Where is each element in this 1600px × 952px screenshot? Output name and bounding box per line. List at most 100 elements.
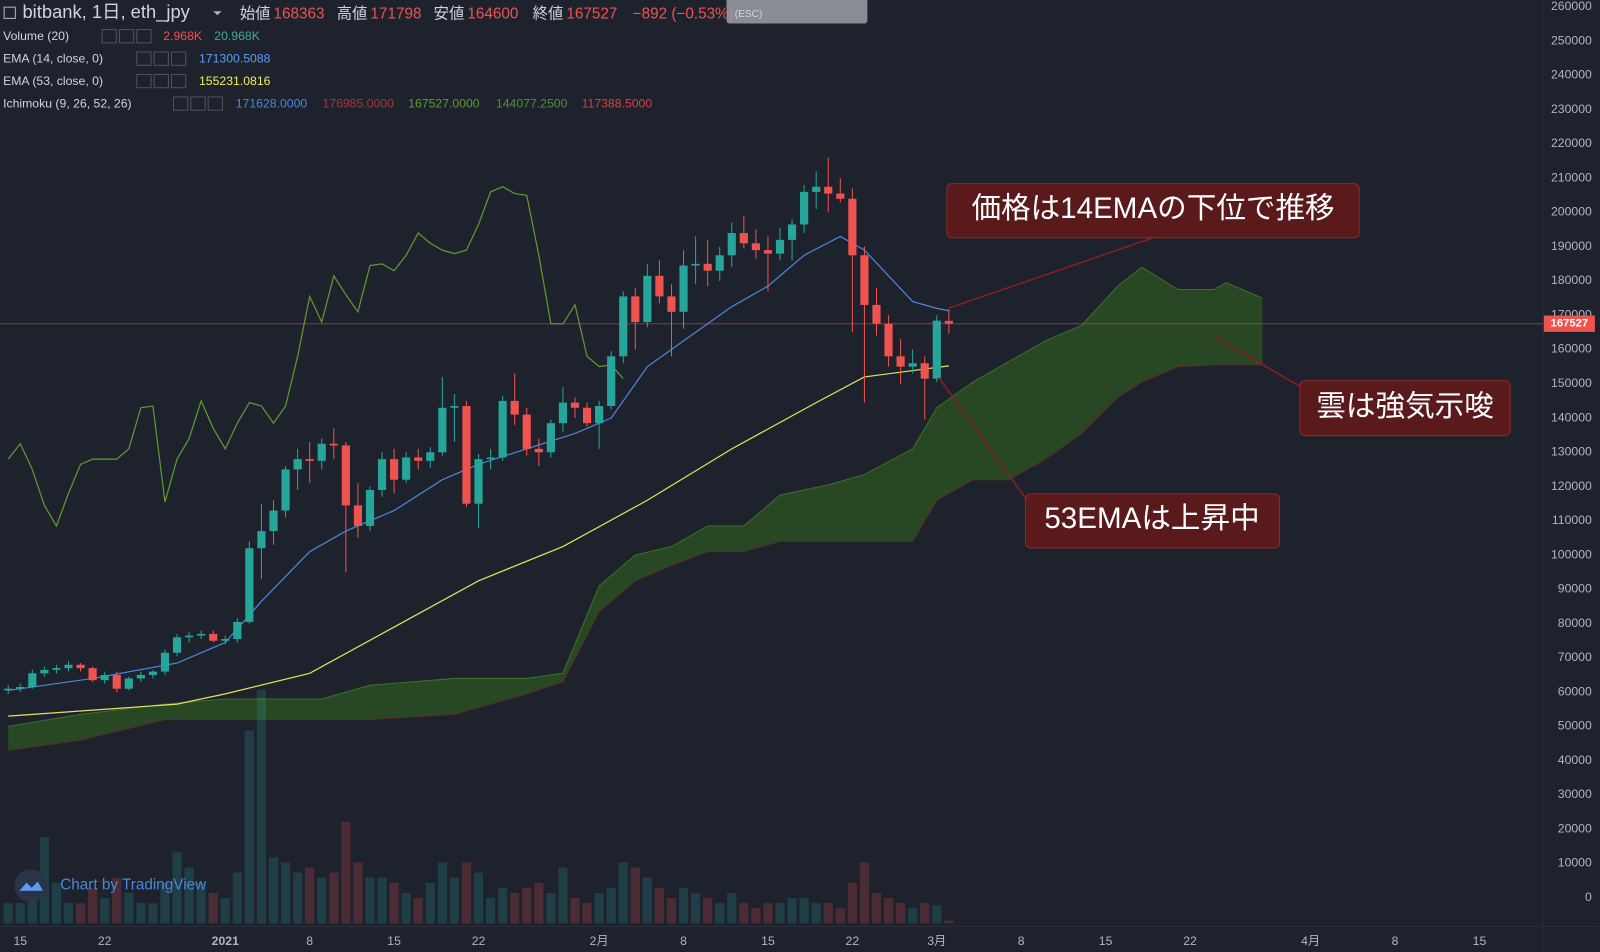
indicator-line [8, 365, 949, 717]
volume-bar [305, 867, 315, 924]
y-tick-label: 80000 [1558, 616, 1592, 630]
candle-body [329, 443, 338, 446]
change-value: −892 (−0.53%) [633, 5, 734, 22]
low-value: 164600 [467, 5, 518, 22]
candle-body [498, 400, 507, 458]
y-tick-label: 40000 [1558, 753, 1592, 767]
callout-box [946, 183, 1360, 239]
icon[interactable] [101, 29, 117, 44]
icon[interactable] [136, 73, 152, 89]
candle-body [546, 423, 555, 453]
icon[interactable] [153, 73, 169, 89]
candle-body [100, 675, 109, 681]
ema14-value: 171300.5088 [199, 51, 271, 65]
candle-body [365, 489, 375, 526]
volume-bar [944, 920, 954, 924]
icon[interactable] [172, 96, 189, 111]
candle-body [293, 459, 302, 470]
ichimoku-value: 117388.5000 [582, 96, 653, 110]
candle-body [438, 407, 447, 453]
last-price-label: 167527 [1551, 318, 1588, 330]
indicator-line [7, 186, 624, 528]
cloud-span [8, 364, 1263, 751]
icon[interactable] [136, 29, 152, 44]
icon[interactable] [207, 96, 223, 111]
y-tick-label: 110000 [1552, 513, 1592, 527]
candle-body [848, 198, 857, 256]
y-tick-label: 20000 [1558, 821, 1592, 835]
candle-body [426, 452, 435, 461]
volume-bar [88, 887, 98, 924]
volume-value: 2.968K [163, 29, 203, 43]
candle-body [377, 459, 387, 490]
volume-bar [280, 862, 291, 924]
volume-legend: Volume (20) [3, 29, 69, 43]
volume-bar [510, 892, 520, 924]
candle-body [76, 664, 85, 669]
candle-body [305, 459, 314, 461]
candle-body [570, 402, 580, 408]
callout-lines [938, 237, 1312, 506]
candle-body [619, 296, 628, 357]
dropdown-icon[interactable] [213, 11, 222, 16]
x-tick-label: 15 [387, 934, 401, 948]
icon[interactable] [170, 51, 187, 66]
volume-bar [256, 689, 267, 924]
volume-bar [15, 903, 25, 924]
candle-body [667, 296, 676, 312]
volume-bar [377, 877, 387, 924]
volume-bar [365, 877, 375, 924]
volume-bar [618, 862, 628, 924]
y-tick-label: 140000 [1551, 410, 1592, 424]
volume-bar [244, 730, 254, 924]
open-label: 始値 [240, 5, 271, 22]
volume-bar [703, 898, 713, 924]
icon[interactable] [118, 29, 135, 44]
volume-bar [558, 867, 568, 924]
x-tick-label: 22 [98, 934, 112, 948]
icon[interactable] [136, 51, 152, 66]
x-tick-label: 15 [761, 934, 775, 948]
volume-bar [461, 862, 472, 924]
candle-body [872, 304, 881, 324]
candle-body [281, 469, 290, 511]
candle-body [739, 232, 748, 244]
y-tick-label: 260000 [1551, 0, 1592, 13]
icon[interactable] [153, 51, 169, 66]
volume-bar [449, 877, 459, 924]
volume-bar [691, 892, 701, 924]
icon[interactable] [170, 73, 187, 89]
volume-bar [75, 903, 86, 924]
candle-body [221, 639, 230, 641]
icon[interactable] [190, 96, 206, 111]
y-tick-label: 30000 [1558, 787, 1592, 801]
volume-bar [871, 892, 882, 924]
volume-bar [751, 908, 761, 924]
volume-bar [425, 882, 435, 924]
candle-body [462, 406, 471, 504]
volume-bar [317, 877, 327, 924]
candle-body [691, 263, 700, 266]
volume-bar [727, 892, 737, 924]
y-tick-label: 60000 [1558, 684, 1592, 698]
x-tick-label: 8 [1018, 934, 1025, 948]
candle-body [884, 323, 893, 357]
y-tick-label: 70000 [1558, 650, 1592, 664]
volume-bar [883, 898, 894, 924]
y-tick-label: 100000 [1551, 547, 1592, 561]
candle-body [595, 406, 604, 424]
volume-bar [51, 882, 62, 924]
volume-ma-value: 20.968K [214, 29, 260, 43]
callout-text: 雲は強気示唆 [1316, 390, 1493, 423]
collapse-icon[interactable] [3, 6, 16, 19]
x-tick-label: 8 [306, 934, 313, 948]
candle-body [655, 275, 664, 297]
logo [14, 869, 47, 903]
symbol: bitbank, 1日, eth_jpy [22, 1, 190, 23]
y-tick-label: 50000 [1558, 719, 1592, 733]
volume-bar [787, 898, 797, 924]
candle-body [317, 443, 326, 461]
volume-bar [799, 898, 809, 924]
candle-body [64, 664, 73, 669]
x-tick-label: 15 [13, 934, 27, 948]
